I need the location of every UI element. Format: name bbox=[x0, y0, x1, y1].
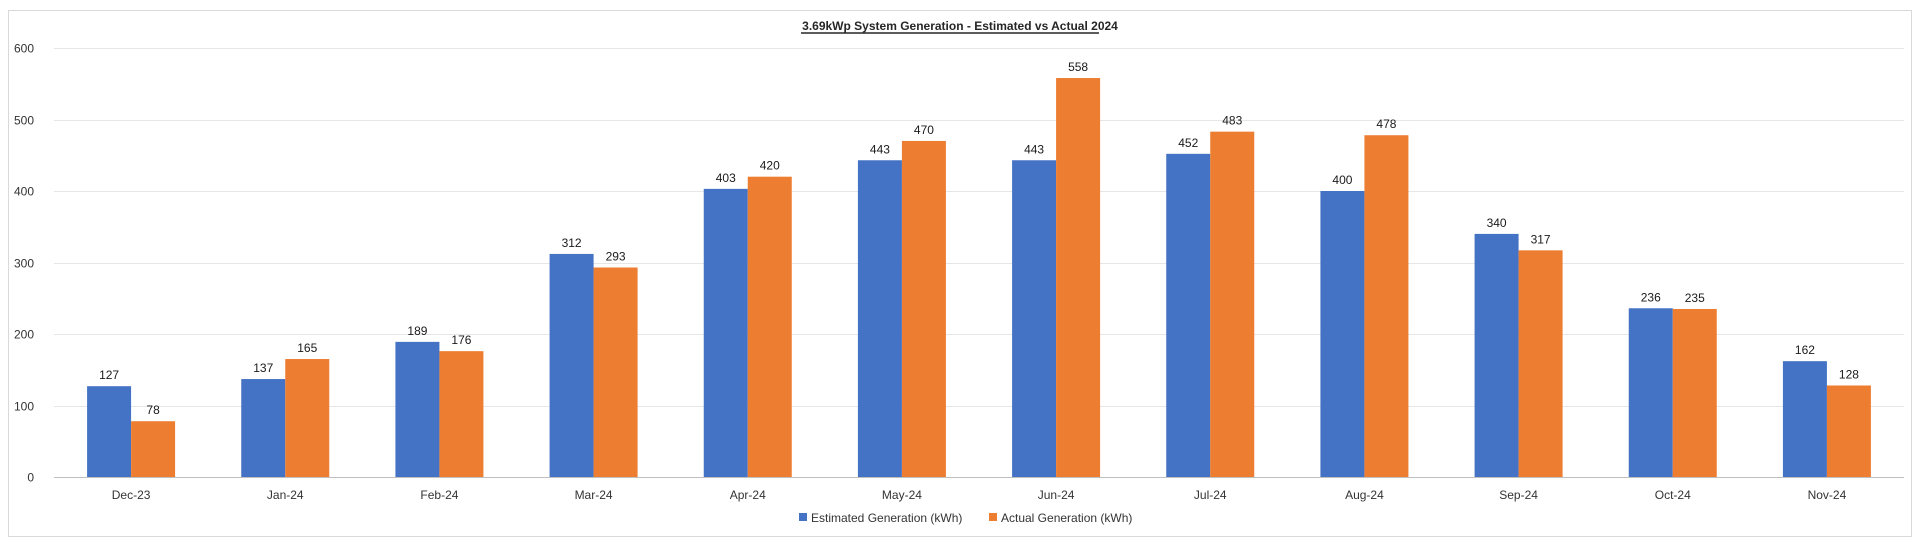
bar bbox=[1474, 233, 1519, 477]
bar bbox=[1518, 250, 1563, 477]
legend-label: Actual Generation (kWh) bbox=[1001, 511, 1132, 525]
legend-swatch bbox=[989, 513, 997, 521]
data-label: 127 bbox=[99, 368, 119, 382]
x-tick-label: May-24 bbox=[882, 488, 922, 502]
bar bbox=[241, 379, 286, 477]
x-tick-label: Nov-24 bbox=[1808, 488, 1847, 502]
x-tick-label: Jun-24 bbox=[1038, 488, 1075, 502]
y-axis-ticks: 0 100 200 300 400 500 600 bbox=[14, 42, 34, 485]
data-label: 452 bbox=[1178, 136, 1198, 150]
bar bbox=[1056, 78, 1101, 477]
y-tick-label: 500 bbox=[14, 114, 34, 128]
data-label: 128 bbox=[1839, 367, 1859, 381]
bar bbox=[439, 351, 484, 477]
bar bbox=[747, 176, 792, 477]
y-tick-label: 600 bbox=[14, 42, 34, 56]
x-tick-label: Mar-24 bbox=[575, 488, 613, 502]
bar bbox=[1672, 308, 1717, 477]
data-label: 162 bbox=[1795, 343, 1815, 357]
data-labels: 127 78 137 165 189 176 312 293 403 420 443 470 443 55… bbox=[99, 60, 1859, 417]
x-axis-ticks: Dec-23 Jan-24 Feb-24 Mar-24 Apr-24 May-24 Jun-… bbox=[112, 488, 1847, 502]
bar bbox=[549, 253, 594, 477]
y-tick-label: 200 bbox=[14, 328, 34, 342]
bar bbox=[285, 359, 330, 477]
legend: Estimated Generation (kWh) Actual Generat… bbox=[799, 511, 1132, 525]
data-label: 165 bbox=[297, 341, 317, 355]
legend-swatch bbox=[799, 513, 807, 521]
data-label: 293 bbox=[606, 250, 626, 264]
x-tick-label: Aug-24 bbox=[1345, 488, 1384, 502]
bar bbox=[703, 188, 748, 478]
x-tick-label: Oct-24 bbox=[1655, 488, 1691, 502]
bar bbox=[901, 140, 946, 477]
data-label: 558 bbox=[1068, 60, 1088, 74]
y-tick-label: 100 bbox=[14, 400, 34, 414]
data-label: 483 bbox=[1222, 114, 1242, 128]
bar bbox=[1210, 131, 1255, 477]
data-label: 420 bbox=[760, 159, 780, 173]
data-label: 176 bbox=[451, 333, 471, 347]
gridlines bbox=[54, 48, 1904, 478]
bar bbox=[1166, 153, 1211, 477]
y-tick-label: 0 bbox=[27, 471, 34, 485]
data-label: 400 bbox=[1332, 173, 1352, 187]
bars bbox=[87, 78, 1871, 478]
x-tick-label: Dec-23 bbox=[112, 488, 151, 502]
data-label: 478 bbox=[1376, 117, 1396, 131]
bar bbox=[395, 341, 440, 477]
bar bbox=[1782, 361, 1827, 477]
data-label: 189 bbox=[407, 324, 427, 338]
x-tick-label: Sep-24 bbox=[1499, 488, 1538, 502]
data-label: 137 bbox=[253, 361, 273, 375]
data-label: 340 bbox=[1487, 216, 1507, 230]
data-label: 443 bbox=[870, 142, 890, 156]
x-tick-label: Jul-24 bbox=[1194, 488, 1227, 502]
bar bbox=[1320, 191, 1365, 477]
bar bbox=[131, 421, 176, 477]
x-tick-label: Feb-24 bbox=[420, 488, 458, 502]
bar bbox=[1012, 160, 1057, 477]
x-tick-label: Jan-24 bbox=[267, 488, 304, 502]
bar bbox=[1826, 385, 1871, 477]
legend-label: Estimated Generation (kWh) bbox=[811, 511, 962, 525]
data-label: 443 bbox=[1024, 142, 1044, 156]
data-label: 236 bbox=[1641, 290, 1661, 304]
chart-title-group: 3.69kWp System Generation - Estimated vs… bbox=[801, 19, 1118, 34]
data-label: 312 bbox=[562, 236, 582, 250]
x-tick-label: Apr-24 bbox=[730, 488, 766, 502]
bar bbox=[1364, 135, 1409, 478]
bar bbox=[1628, 308, 1673, 477]
y-tick-label: 300 bbox=[14, 257, 34, 271]
bar bbox=[593, 267, 638, 477]
data-label: 317 bbox=[1531, 232, 1551, 246]
data-label: 470 bbox=[914, 123, 934, 137]
chart-title: 3.69kWp System Generation - Estimated vs… bbox=[802, 19, 1118, 33]
bar bbox=[857, 160, 902, 477]
data-label: 235 bbox=[1685, 291, 1705, 305]
bar bbox=[87, 386, 132, 477]
y-tick-label: 400 bbox=[14, 185, 34, 199]
data-label: 403 bbox=[716, 171, 736, 185]
data-label: 78 bbox=[146, 403, 160, 417]
